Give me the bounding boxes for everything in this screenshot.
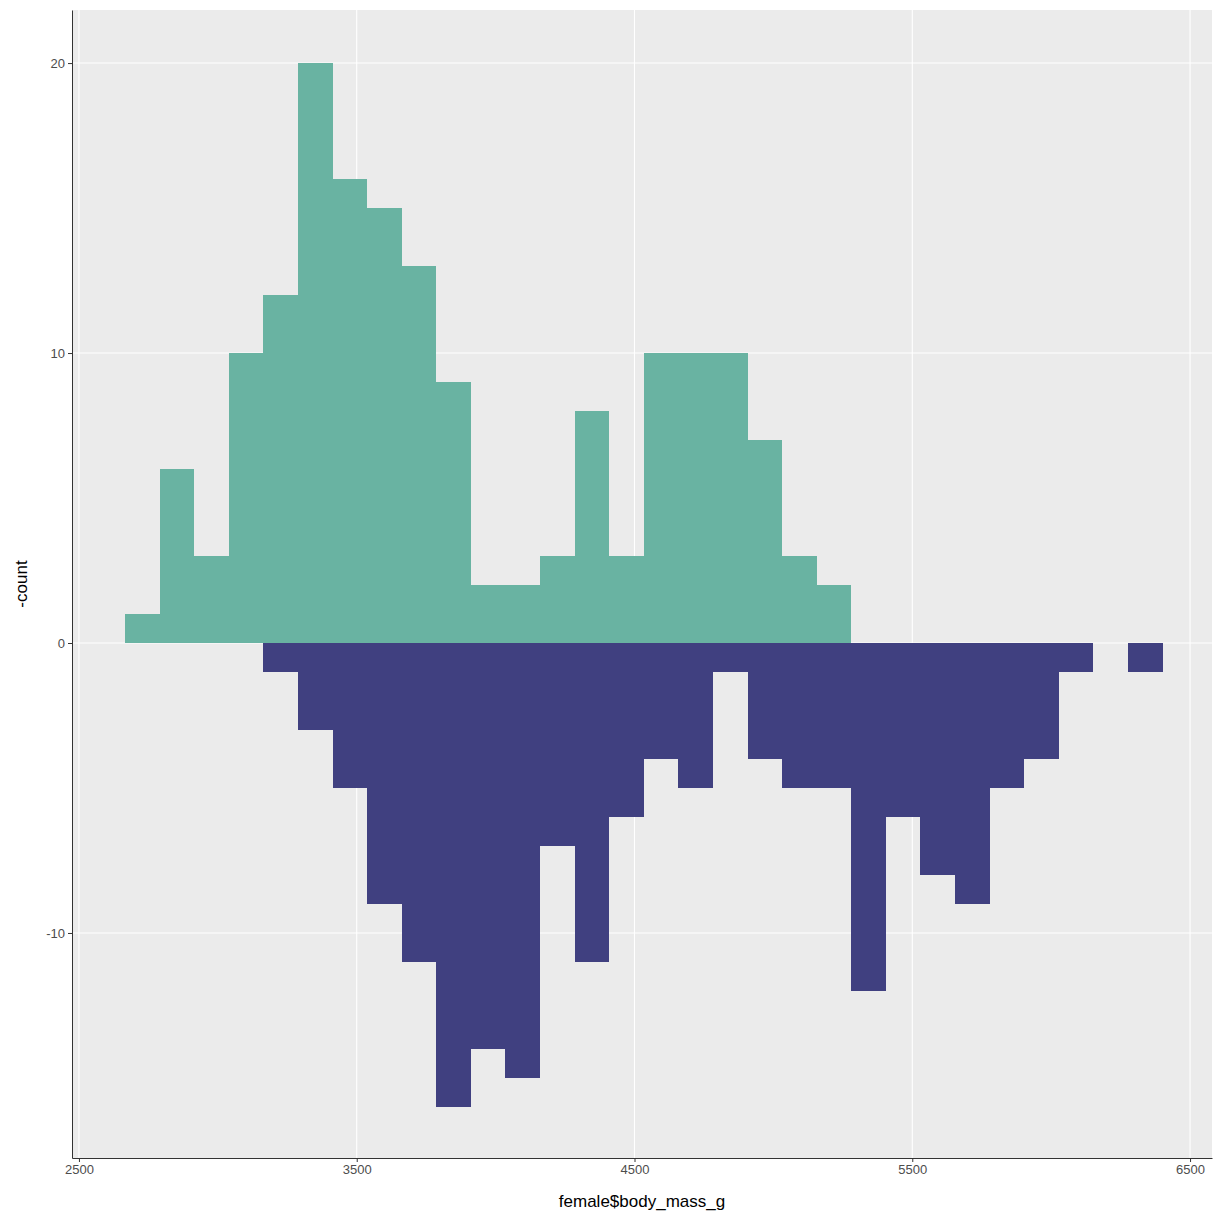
histogram-bar — [367, 208, 402, 643]
histogram-bar — [471, 585, 506, 643]
histogram-bar — [194, 643, 229, 644]
y-tick-mark — [68, 643, 72, 644]
histogram-bar — [817, 585, 852, 643]
histogram-bar — [782, 556, 817, 643]
histogram-bar — [229, 643, 264, 644]
bars — [125, 63, 1163, 1107]
histogram-bar — [436, 382, 471, 643]
x-tick-label: 4500 — [621, 1162, 650, 1177]
histogram-bar — [298, 63, 333, 643]
y-tick-label: -10 — [46, 926, 65, 941]
histogram-bar — [1059, 643, 1094, 672]
y-tick: 20 — [51, 56, 72, 71]
x-tick-label: 2500 — [65, 1162, 94, 1177]
histogram-bar — [851, 643, 886, 991]
y-tick: 0 — [58, 636, 72, 651]
y-tick-mark — [68, 933, 72, 934]
x-tick: 3500 — [343, 1158, 372, 1177]
histogram-bar — [160, 643, 195, 644]
histogram-bar — [471, 643, 506, 1049]
histogram-bar — [367, 643, 402, 904]
x-axis-line — [73, 1158, 1213, 1159]
histogram-bar — [644, 353, 679, 643]
y-tick: -10 — [46, 926, 72, 941]
grid-line-x — [912, 10, 913, 1158]
histogram-bar — [229, 353, 264, 643]
grid-line-x — [78, 10, 79, 1158]
y-axis: -10 0 10 20 — [46, 11, 72, 1159]
histogram-bar — [505, 643, 540, 1078]
histogram-bar — [333, 179, 368, 643]
histogram-bar — [886, 643, 921, 817]
histogram-bar — [263, 295, 298, 643]
histogram-bar — [609, 556, 644, 643]
y-tick-mark — [68, 353, 72, 354]
histogram-bar — [333, 643, 368, 788]
histogram-bar — [125, 643, 160, 644]
series — [125, 63, 851, 643]
histogram-bar — [748, 440, 783, 643]
y-tick-label: 10 — [51, 346, 65, 361]
histogram-bar — [713, 353, 748, 643]
grid-line-y — [72, 932, 1212, 933]
y-tick: 10 — [51, 346, 72, 361]
histogram-bar — [540, 643, 575, 846]
y-axis-title: -count — [12, 560, 31, 608]
histogram-bar — [920, 643, 955, 875]
histogram-bar — [540, 556, 575, 643]
histogram-bar — [194, 556, 229, 643]
histogram-bar — [575, 643, 610, 962]
histogram-bar — [160, 469, 195, 643]
grid — [72, 10, 1212, 1158]
grid-line-x — [1190, 10, 1191, 1158]
histogram-bar — [263, 643, 298, 672]
chart: 2500 3500 4500 5500 6500 -10 0 10 20 female$body_… — [0, 0, 1224, 1224]
histogram-bar — [402, 266, 437, 643]
histogram-bar — [817, 643, 852, 788]
histogram-bar — [1093, 643, 1128, 644]
histogram-bar — [436, 643, 471, 1107]
histogram-bar — [1093, 643, 1128, 644]
x-axis-title: female$body_mass_g — [559, 1192, 725, 1211]
histogram-bar — [505, 585, 540, 643]
histogram-bar — [298, 643, 333, 730]
y-axis-line — [72, 11, 73, 1159]
histogram-bar — [1128, 643, 1163, 672]
histogram-bar — [748, 643, 783, 759]
x-axis: 2500 3500 4500 5500 6500 — [65, 1158, 1213, 1177]
x-tick: 6500 — [1176, 1158, 1205, 1177]
histogram-bar — [990, 643, 1025, 788]
histogram-bar — [402, 643, 437, 962]
y-tick-label: 20 — [51, 56, 65, 71]
x-tick: 5500 — [898, 1158, 927, 1177]
histogram-bar — [125, 614, 160, 643]
x-tick-label: 3500 — [343, 1162, 372, 1177]
x-tick-label: 6500 — [1176, 1162, 1205, 1177]
histogram-bar — [678, 643, 713, 788]
histogram-bar — [955, 643, 990, 904]
plot-background — [72, 10, 1212, 1158]
histogram-bar — [1024, 643, 1059, 759]
histogram-bar — [713, 643, 748, 672]
grid-line-y — [72, 63, 1212, 64]
y-tick-label: 0 — [58, 636, 65, 651]
series — [263, 643, 1162, 1107]
histogram-bar — [644, 643, 679, 759]
x-tick: 2500 — [65, 1158, 94, 1177]
histogram-bar — [609, 643, 644, 817]
y-tick-mark — [68, 63, 72, 64]
histogram-bar — [782, 643, 817, 788]
x-tick: 4500 — [621, 1158, 650, 1177]
x-tick-label: 5500 — [898, 1162, 927, 1177]
histogram-bar — [678, 353, 713, 643]
histogram-bar — [575, 411, 610, 643]
